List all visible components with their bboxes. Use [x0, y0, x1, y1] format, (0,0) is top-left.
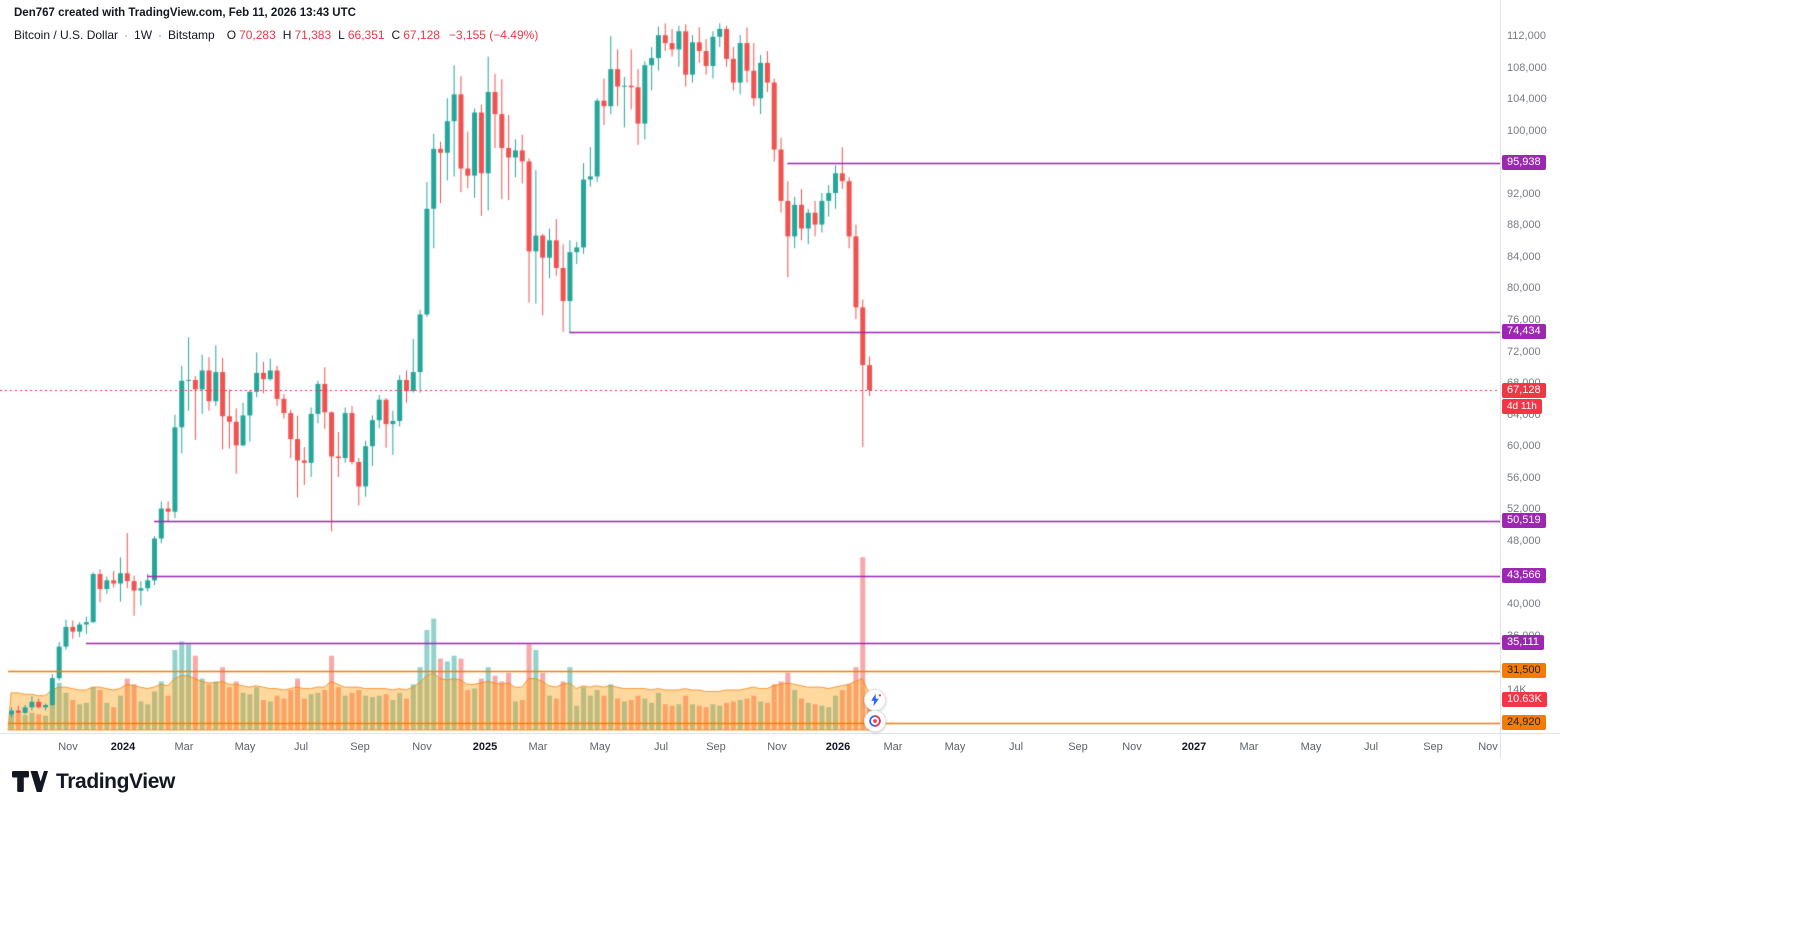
level-price-label: 50,519: [1502, 513, 1546, 528]
price-tick-label: 72,000: [1507, 346, 1541, 358]
legend-separator: ·: [124, 28, 129, 42]
interval-label[interactable]: 1W: [134, 28, 153, 42]
time-tick-label: Nov: [1122, 741, 1142, 753]
price-tick-label: 84,000: [1507, 251, 1541, 263]
time-tick-label: 2027: [1181, 741, 1207, 753]
low-value: 66,351: [347, 28, 385, 42]
exchange-label[interactable]: Bitstamp: [168, 28, 215, 42]
time-axis-separator: [0, 733, 1560, 734]
level-price-label: 95,938: [1502, 155, 1546, 170]
time-tick-label: May: [234, 741, 256, 753]
price-axis-separator: [1500, 0, 1501, 758]
legend-separator: ·: [158, 28, 163, 42]
symbol-legend: Bitcoin / U.S. Dollar · 1W · Bitstamp O …: [14, 28, 538, 42]
high-label: H: [282, 28, 292, 42]
price-tick-label: 80,000: [1507, 282, 1541, 294]
time-tick-label: Nov: [412, 741, 432, 753]
time-tick-label: Sep: [1068, 741, 1088, 753]
high-value: 71,383: [294, 28, 332, 42]
open-value: 70,283: [239, 28, 276, 42]
time-tick-label: Mar: [174, 741, 194, 753]
time-tick-label: Nov: [767, 741, 787, 753]
price-tick-label: 100,000: [1507, 125, 1547, 137]
time-tick-label: Nov: [58, 741, 78, 753]
price-tick-label: 56,000: [1507, 472, 1541, 484]
time-tick-label: 2026: [825, 741, 851, 753]
price-tick-label: 104,000: [1507, 93, 1547, 105]
time-tick-label: Jul: [653, 741, 669, 753]
price-tick-label: 76,000: [1507, 314, 1541, 326]
low-label: L: [338, 28, 345, 42]
attribution-text: Den767 created with TradingView.com, Feb…: [14, 7, 356, 19]
symbol-title[interactable]: Bitcoin / U.S. Dollar: [14, 28, 119, 42]
current-price-label: 67,128: [1502, 382, 1546, 398]
time-tick-label: May: [589, 741, 611, 753]
change-value: −3,155 (−4.49%): [448, 28, 539, 42]
price-tick-label: 52,000: [1507, 503, 1541, 515]
tradingview-wordmark: TradingView: [56, 770, 175, 793]
time-tick-label: Sep: [1423, 741, 1443, 753]
level-price-label: 24,920: [1502, 715, 1546, 730]
time-tick-label: Jul: [293, 741, 309, 753]
price-tick-label: 92,000: [1507, 188, 1541, 200]
price-tick-label: 60,000: [1507, 440, 1541, 452]
time-tick-label: 2025: [472, 741, 498, 753]
gauge-icon: [869, 715, 881, 727]
time-tick-label: Mar: [883, 741, 903, 753]
time-tick-label: Sep: [706, 741, 726, 753]
price-tick-label: 88,000: [1507, 219, 1541, 231]
level-price-label: 74,434: [1502, 324, 1546, 339]
price-tick-label: 112,000: [1507, 30, 1546, 42]
ohlc-readout: O 70,283 H 71,383 L 66,351 C 67,128 −3,1…: [227, 28, 539, 42]
time-tick-label: Sep: [350, 741, 370, 753]
price-tick-label: 108,000: [1507, 62, 1547, 74]
time-tick-label: Nov: [1478, 741, 1498, 753]
tradingview-logo-icon: [12, 771, 48, 792]
countdown-label: 4d 11h: [1502, 398, 1542, 414]
candlestick-chart-canvas[interactable]: [0, 0, 1500, 733]
open-label: O: [226, 28, 237, 42]
close-label: C: [391, 28, 401, 42]
level-price-label: 35,111: [1502, 635, 1545, 650]
price-tick-label: 40,000: [1507, 598, 1541, 610]
time-tick-label: 2024: [110, 741, 136, 753]
time-tick-label: Mar: [528, 741, 548, 753]
lightning-icon: [871, 693, 882, 707]
time-tick-label: Mar: [1239, 741, 1259, 753]
order-panel-button[interactable]: [864, 710, 886, 732]
current-volume-label: 10.63K: [1502, 692, 1547, 707]
price-tick-label: 48,000: [1507, 535, 1541, 547]
lightning-trade-button[interactable]: [864, 689, 886, 711]
close-value: 67,128: [403, 28, 440, 42]
time-tick-label: May: [1300, 741, 1322, 753]
time-tick-label: Jul: [1363, 741, 1379, 753]
level-price-label: 43,566: [1502, 568, 1546, 583]
level-price-label: 31,500: [1502, 663, 1546, 678]
tradingview-logo[interactable]: TradingView: [12, 769, 175, 795]
time-tick-label: May: [944, 741, 966, 753]
time-tick-label: Jul: [1008, 741, 1024, 753]
